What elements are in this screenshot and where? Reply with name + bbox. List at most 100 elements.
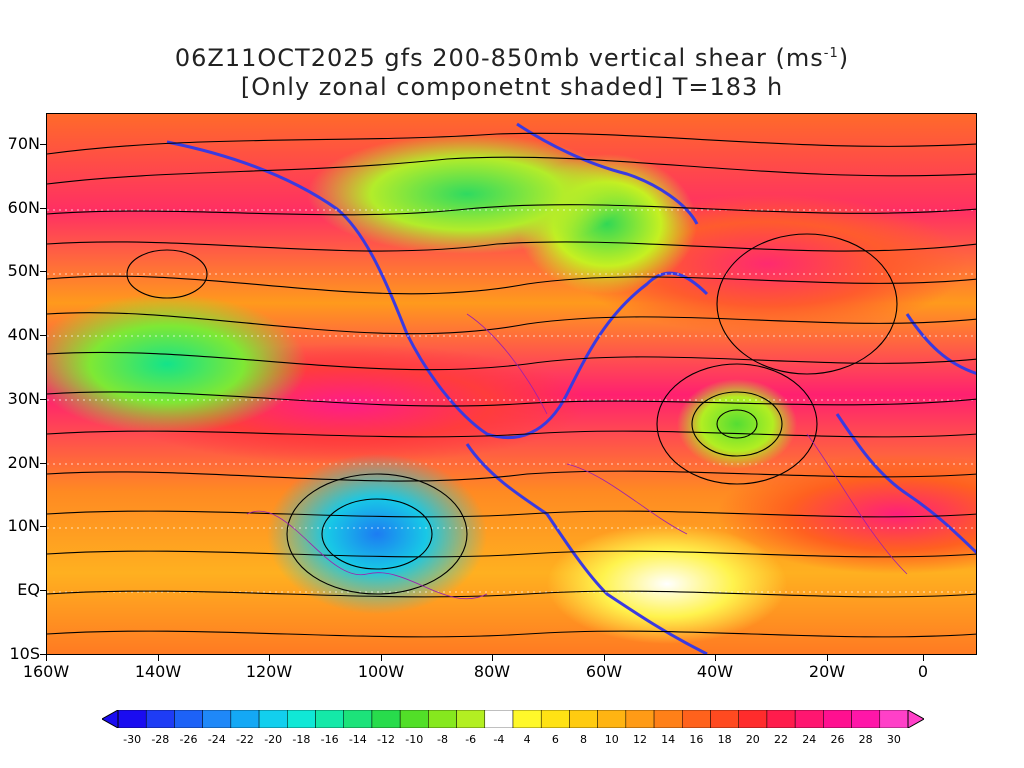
lon-label-120w: 120W (245, 662, 293, 681)
colorbar-label: -8 (436, 733, 448, 746)
colorbar-label: -20 (264, 733, 283, 746)
colorbar-label: -14 (348, 733, 367, 746)
colorbar-label: -24 (207, 733, 226, 746)
lon-tick (381, 655, 382, 661)
lon-label-0: 0 (917, 662, 929, 681)
colorbar-cell (879, 710, 909, 728)
colorbar-label: 4 (523, 733, 531, 746)
title-unit-exponent: -1 (823, 46, 839, 61)
lat-label-70n: 70N (7, 134, 40, 153)
colorbar-label: -22 (235, 733, 254, 746)
colorbar-label: -28 (151, 733, 170, 746)
colorbar-label: 22 (774, 733, 789, 746)
lon-tick (158, 655, 159, 661)
coastlines (166, 122, 976, 654)
lat-tick (40, 335, 46, 336)
lat-tick (40, 590, 46, 591)
lon-tick (604, 655, 605, 661)
lat-tick (40, 526, 46, 527)
colorbar-label: -16 (320, 733, 339, 746)
map-title-line-2: [Only zonal componetnt shaded] T=183 h (240, 73, 784, 101)
colorbar-cell (710, 710, 739, 728)
colorbar-cell (823, 710, 852, 728)
lat-tick (40, 463, 46, 464)
colorbar-cell (456, 710, 486, 728)
lat-label-30n: 30N (7, 389, 40, 408)
colorbar-label: 24 (802, 733, 817, 746)
colorbar-label: 18 (717, 733, 732, 746)
streamlines (47, 132, 976, 638)
lon-tick (492, 655, 493, 661)
lon-tick (827, 655, 828, 661)
colorbar-cell (371, 710, 401, 728)
lon-tick (715, 655, 716, 661)
colorbar-cell (117, 710, 147, 728)
colorbar-cell (258, 710, 288, 728)
colorbar-label: -10 (405, 733, 424, 746)
colorbar-cell (230, 710, 260, 728)
colorbar-label: 8 (580, 733, 588, 746)
colorbar-cell (540, 710, 570, 728)
colorbar-cell (682, 710, 711, 728)
colorbar-label: 14 (661, 733, 676, 746)
latitude-gridlines (47, 209, 976, 593)
colorbar-high-arrow (907, 710, 924, 728)
colorbar-label: 12 (632, 733, 647, 746)
colorbar-label: 6 (551, 733, 559, 746)
lon-label-60w: 60W (585, 662, 623, 681)
colorbar-cell (484, 710, 514, 728)
colorbar-cell (851, 710, 881, 728)
lat-label-50n: 50N (7, 261, 40, 280)
lat-tick (40, 208, 46, 209)
colorbar-cell (315, 710, 344, 728)
lat-tick (40, 271, 46, 272)
colorbar-cell (428, 710, 457, 728)
title-suffix: ) (838, 44, 850, 72)
colorbar-cell (766, 710, 796, 728)
lon-label-20w: 20W (808, 662, 846, 681)
colorbar-label: -30 (123, 733, 142, 746)
colorbar-cell (174, 710, 203, 728)
lat-label-60n: 60N (7, 198, 40, 217)
colorbar-cell (202, 710, 232, 728)
colorbar-cell (569, 710, 598, 728)
colorbar-label: -26 (179, 733, 198, 746)
colorbar-cell (625, 710, 655, 728)
lon-tick (46, 655, 47, 661)
shear-map-panel (46, 113, 977, 655)
lon-tick (923, 655, 924, 661)
lat-label-eq: EQ (17, 580, 40, 599)
lon-label-40w: 40W (696, 662, 734, 681)
colorbar-label: 10 (604, 733, 619, 746)
colorbar-low-arrow (102, 710, 119, 728)
colorbar-label: -4 (493, 733, 505, 746)
shear-contours (246, 313, 908, 600)
colorbar-label: 30 (886, 733, 901, 746)
lat-tick (40, 144, 46, 145)
colorbar-label: -12 (377, 733, 396, 746)
colorbar-label: 16 (689, 733, 704, 746)
colorbar-cell (653, 710, 683, 728)
title-text: 06Z11OCT2025 gfs 200-850mb vertical shea… (174, 44, 824, 72)
colorbar-cell (145, 710, 175, 728)
colorbar-label: 28 (858, 733, 873, 746)
lon-label-100w: 100W (357, 662, 405, 681)
colorbar-cell (512, 710, 542, 728)
colorbar-cells (117, 710, 909, 728)
colorbar-cell (794, 710, 824, 728)
colorbar-label: 20 (745, 733, 760, 746)
map-title-line-1: 06Z11OCT2025 gfs 200-850mb vertical shea… (0, 44, 1024, 72)
lat-label-10n: 10N (7, 516, 40, 535)
colorbar (102, 710, 924, 728)
lat-label-40n: 40N (7, 325, 40, 344)
lat-label-10s: 10S (9, 644, 40, 663)
map-overlay (47, 122, 976, 654)
colorbar-cell (343, 710, 373, 728)
lat-label-20n: 20N (7, 453, 40, 472)
colorbar-cell (738, 710, 768, 728)
colorbar-cell (399, 710, 429, 728)
lat-tick (40, 399, 46, 400)
lon-label-160w: 160W (22, 662, 70, 681)
colorbar-label: 26 (830, 733, 845, 746)
lon-tick (269, 655, 270, 661)
